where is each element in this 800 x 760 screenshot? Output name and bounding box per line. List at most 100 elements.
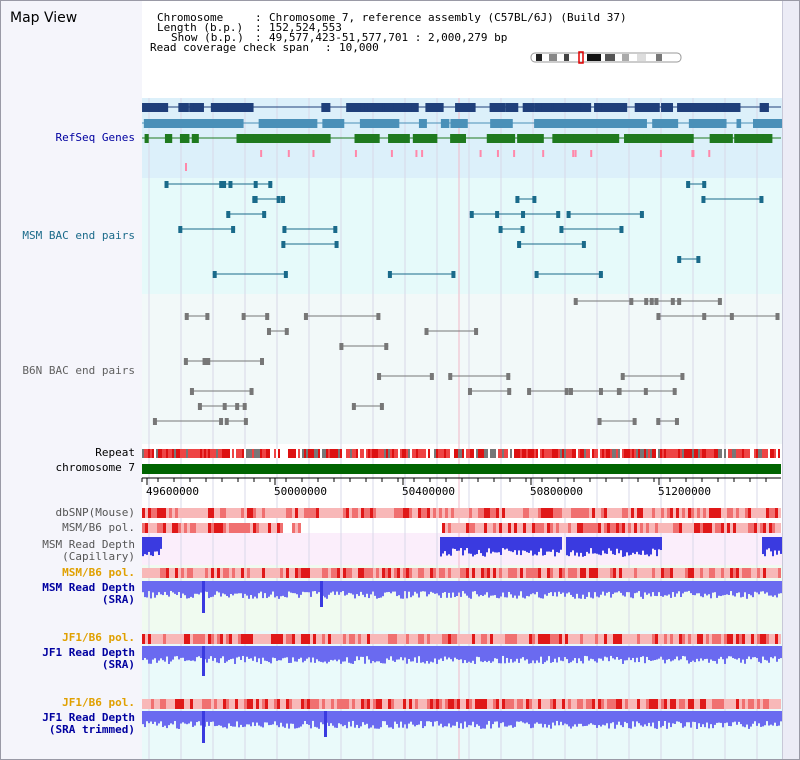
pol-cell [166, 634, 169, 644]
pol-cell [280, 634, 283, 644]
bac-end [568, 388, 573, 395]
depth-bar [544, 581, 546, 595]
pol-cell [739, 568, 742, 578]
pol-cell [379, 508, 382, 518]
pol-cell [547, 508, 550, 518]
pol-cell [625, 699, 628, 709]
repeat-segment [516, 449, 518, 458]
depth-bar [746, 581, 748, 599]
pol-cell [640, 568, 643, 578]
pol-cell [430, 634, 433, 644]
track-label-msm-bac[interactable]: MSM BAC end pairs [22, 229, 135, 242]
pol-cell [358, 508, 361, 518]
depth-bar [664, 581, 666, 596]
depth-bar [608, 537, 610, 549]
pol-cell [511, 523, 514, 533]
depth-bar [656, 581, 658, 597]
repeat-segment [764, 449, 766, 458]
depth-bar [468, 581, 470, 598]
pol-cell [721, 634, 724, 644]
depth-bar [490, 537, 492, 554]
bac-end [334, 241, 339, 248]
repeat-segment [480, 449, 482, 458]
pol-cell [526, 699, 529, 709]
pol-cell [325, 568, 328, 578]
depth-bar [162, 711, 164, 728]
depth-bar [662, 711, 664, 726]
pol-cell [190, 568, 193, 578]
pol-cell [673, 523, 676, 533]
depth-bar [534, 537, 536, 555]
pol-cell [160, 568, 163, 578]
pol-cell [565, 523, 568, 533]
pol-cell [679, 699, 682, 709]
gene-block [736, 119, 742, 128]
repeat-segment [226, 449, 228, 458]
depth-bar [572, 581, 574, 597]
pol-cell [178, 508, 181, 518]
repeat-segment [644, 449, 646, 458]
pol-cell [148, 568, 151, 578]
pol-cell [496, 699, 499, 709]
pol-cell [481, 699, 484, 709]
gene-block [489, 103, 506, 112]
bac-end [379, 403, 384, 410]
pol-cell [298, 568, 301, 578]
depth-bar [474, 711, 476, 728]
depth-bar [518, 581, 520, 596]
bac-end [384, 343, 389, 350]
gene-block [407, 103, 419, 112]
depth-bar [318, 581, 320, 593]
depth-bar [272, 711, 274, 725]
depth-bar [634, 646, 636, 663]
repeat-segment [150, 449, 152, 458]
depth-bar [174, 646, 176, 657]
repeat-segment [652, 449, 654, 458]
repeat-segment [676, 449, 678, 458]
pol-cell [757, 699, 760, 709]
depth-bar [510, 711, 512, 726]
depth-bar [502, 537, 504, 549]
pol-cell [628, 699, 631, 709]
depth-bar [768, 581, 770, 596]
pol-cell [238, 634, 241, 644]
pol-cell [409, 699, 412, 709]
gene-block [327, 119, 345, 128]
track-label-refseq[interactable]: RefSeq Genes [55, 131, 135, 144]
depth-bar [428, 711, 430, 722]
pol-cell [682, 508, 685, 518]
depth-bar [452, 711, 454, 726]
depth-bar [374, 711, 376, 729]
pol-cell [226, 523, 229, 533]
repeat-segment [522, 449, 524, 458]
pol-cell [520, 699, 523, 709]
pol-cell [628, 508, 631, 518]
pol-cell [301, 699, 304, 709]
depth-bar [576, 537, 578, 553]
depth-bar [764, 646, 766, 660]
bac-end [619, 226, 624, 233]
depth-bar [774, 646, 776, 657]
depth-bar [346, 646, 348, 658]
depth-bar [734, 711, 736, 722]
repeat-segment [762, 449, 764, 458]
pol-cell [727, 568, 730, 578]
depth-bar [430, 646, 432, 662]
pol-cell [577, 508, 580, 518]
repeat-segment [390, 449, 392, 458]
pol-cell [736, 568, 739, 578]
repeat-segment [568, 449, 570, 458]
track-label-b6n-bac[interactable]: B6N BAC end pairs [22, 364, 135, 377]
depth-bar [182, 711, 184, 723]
depth-bar [582, 646, 584, 664]
pol-cell [334, 568, 337, 578]
depth-bar [682, 581, 684, 594]
pol-cell [268, 523, 271, 533]
depth-bar [622, 646, 624, 664]
depth-bar [738, 581, 740, 593]
repeat-segment [446, 449, 448, 458]
gene-mark [354, 150, 357, 157]
bac-end [517, 241, 522, 248]
depth-bar [642, 537, 644, 551]
